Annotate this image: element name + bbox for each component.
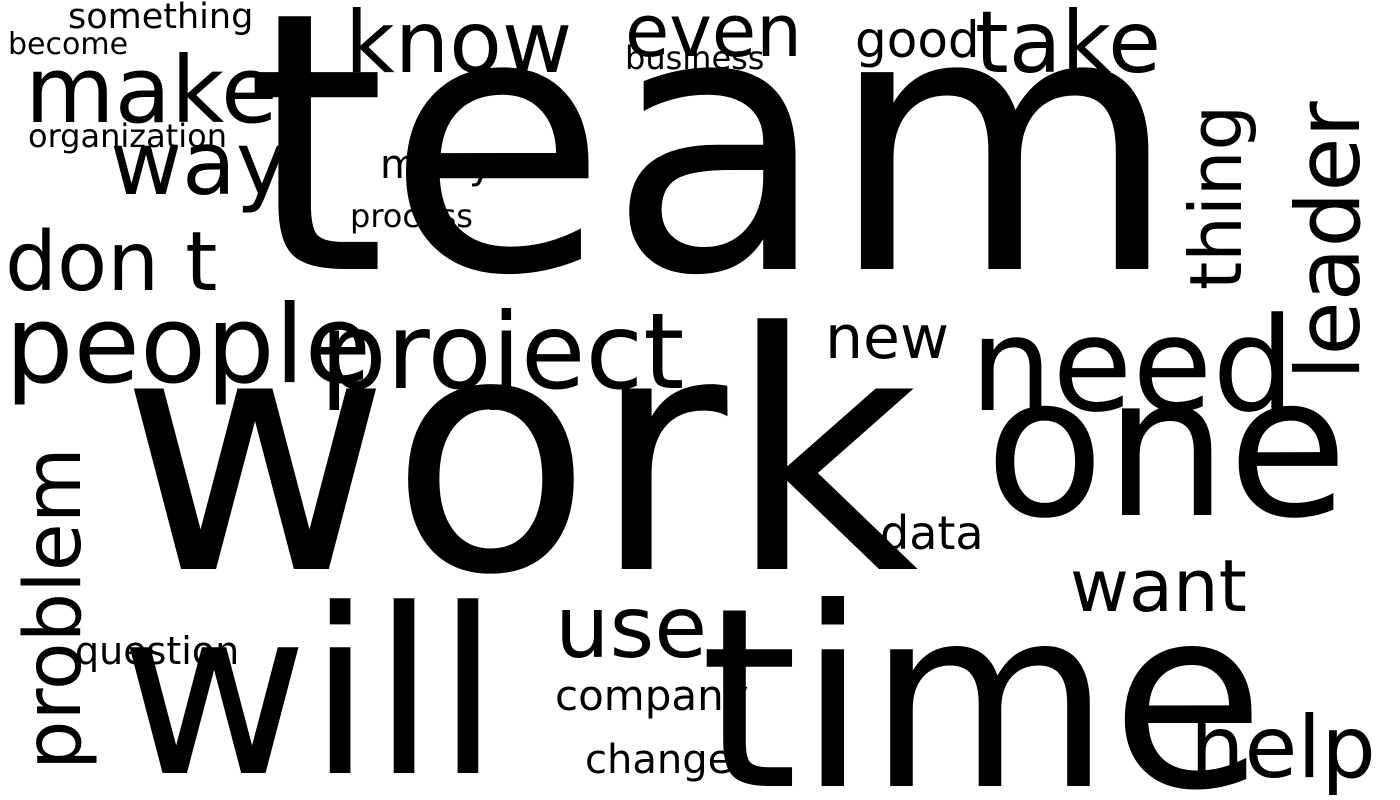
word-help: help xyxy=(1190,698,1376,798)
word-use: use xyxy=(555,578,708,678)
word-good: good xyxy=(855,11,980,69)
word-team: team xyxy=(245,0,1179,354)
word-take: take xyxy=(975,0,1162,93)
word-data: data xyxy=(880,506,984,560)
word-change: change xyxy=(585,737,733,783)
word-know: know xyxy=(345,0,573,93)
word-thing: thing xyxy=(1174,104,1258,290)
word-one: one xyxy=(985,334,1348,561)
word-become: become xyxy=(8,27,129,62)
word-work: work xyxy=(120,263,919,647)
word-leader: leader xyxy=(1277,101,1380,380)
word-organization: organization xyxy=(28,117,227,155)
word-process: process xyxy=(350,197,473,235)
word-want: want xyxy=(1070,544,1247,628)
word-people: people xyxy=(5,283,372,408)
word-time: time xyxy=(700,554,1265,800)
word-new: new xyxy=(825,303,950,373)
word-way: way xyxy=(110,112,288,215)
word-project: project xyxy=(320,291,685,413)
word-problem: problem xyxy=(9,447,99,770)
word-will: will xyxy=(120,561,500,800)
word-business: business xyxy=(625,39,765,77)
word-something: something xyxy=(68,0,254,37)
word-question: question xyxy=(75,629,240,673)
word-don-t: don t xyxy=(5,215,218,310)
word-company: company xyxy=(555,671,749,720)
word-even: even xyxy=(625,0,802,73)
word-make: make xyxy=(25,37,278,144)
word-many: many xyxy=(380,142,493,188)
word-need: need xyxy=(970,289,1295,441)
